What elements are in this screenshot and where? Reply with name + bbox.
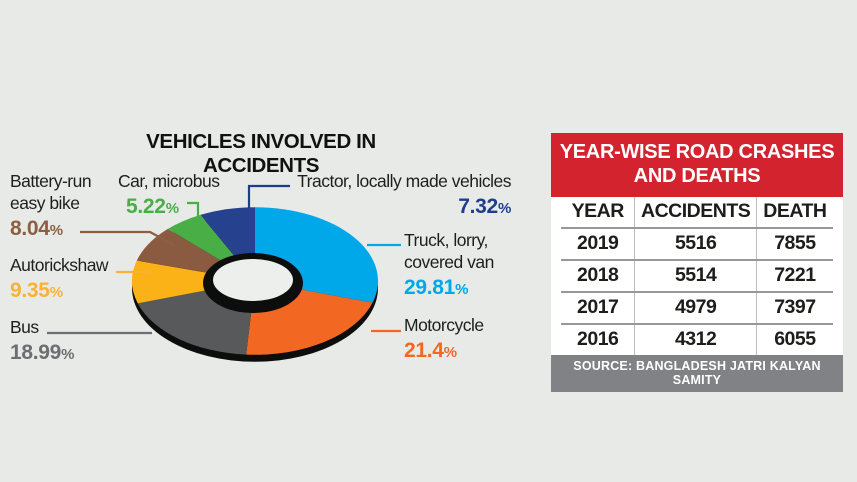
- slice-percent: 7.32%: [458, 195, 511, 219]
- table-row: 2019 5516 7855: [561, 226, 833, 259]
- table-title: YEAR-WISE ROAD CRASHES AND DEATHS: [551, 133, 843, 197]
- table-row: 2016 4312 6055: [561, 322, 833, 355]
- table-header-row: YEAR ACCIDENTS DEATH: [561, 196, 833, 227]
- slice-name: Car, microbus: [118, 171, 220, 191]
- cell-year: 2017: [577, 295, 619, 318]
- cell-accidents: 5516: [634, 228, 757, 259]
- cell-accidents: 4979: [634, 292, 757, 323]
- cell-death: 7397: [774, 295, 816, 318]
- slice-label-bus: Bus 18.99%: [10, 316, 130, 367]
- column-header-year: YEAR: [571, 199, 625, 222]
- table-row: 2017 4979 7397: [561, 290, 833, 323]
- slice-label-autorickshaw: Autorickshaw 9.35%: [10, 254, 150, 305]
- table-source: SOURCE: BANGLADESH JATRI KALYAN SAMITY: [551, 354, 843, 392]
- cell-year: 2018: [577, 263, 619, 286]
- slice-label-motorcycle: Motorcycle 21.4%: [404, 314, 524, 365]
- donut-slice-autorickshaw: [132, 260, 255, 304]
- slice-label-car-microbus: Car, microbus 5.22%: [118, 170, 238, 221]
- column-header-accidents: ACCIDENTS: [634, 196, 757, 227]
- slice-percent: 5.22%: [126, 195, 179, 219]
- slice-name: Truck, lorry, covered van: [404, 230, 494, 273]
- slice-percent: 8.04%: [10, 217, 63, 241]
- cell-year: 2016: [577, 327, 619, 350]
- year-wise-table-panel: YEAR-WISE ROAD CRASHES AND DEATHS YEAR A…: [551, 133, 843, 392]
- table-row: 2018 5514 7221: [561, 258, 833, 291]
- table-body: YEAR ACCIDENTS DEATH 2019 5516 7855 2018…: [551, 196, 843, 355]
- slice-name: Battery-run easy bike: [10, 171, 92, 214]
- column-header-death: DEATH: [763, 199, 827, 222]
- slice-percent: 9.35%: [10, 279, 63, 303]
- cell-accidents: 5514: [634, 260, 757, 291]
- slice-percent: 21.4%: [404, 339, 457, 363]
- chart-title: VEHICLES INVOLVED IN ACCIDENTS: [146, 130, 376, 177]
- slice-label-truck-lorry-covered-van: Truck, lorry, covered van 29.81%: [404, 229, 508, 302]
- slice-name: Bus: [10, 317, 39, 337]
- slice-percent: 18.99%: [10, 341, 75, 365]
- slice-name: Motorcycle: [404, 315, 484, 335]
- donut-hole: [213, 259, 293, 301]
- slice-label-battery-run-easy-bike: Battery-run easy bike 8.04%: [10, 170, 114, 243]
- slice-name: Tractor, locally made vehicles: [297, 171, 511, 191]
- slice-label-tractor: Tractor, locally made vehicles 7.32%: [281, 170, 511, 221]
- cell-death: 7855: [774, 231, 816, 254]
- donut-chart: [132, 207, 378, 362]
- slice-percent: 29.81%: [404, 276, 469, 300]
- slice-name: Autorickshaw: [10, 255, 109, 275]
- cell-year: 2019: [577, 231, 619, 254]
- cell-death: 6055: [774, 327, 816, 350]
- cell-accidents: 4312: [634, 324, 757, 355]
- cell-death: 7221: [774, 263, 816, 286]
